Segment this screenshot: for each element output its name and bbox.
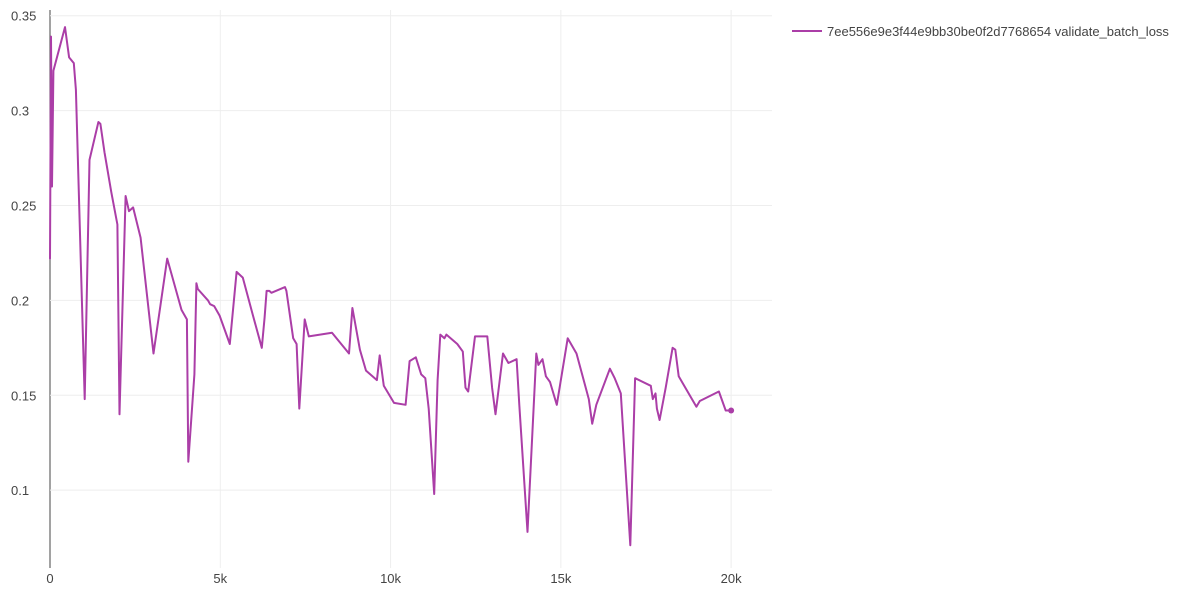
x-tick-label: 10k — [380, 571, 401, 586]
plot-area[interactable] — [49, 26, 735, 547]
y-tick-label: 0.35 — [11, 9, 36, 24]
x-grid-lines — [49, 10, 732, 568]
y-grid-lines — [50, 15, 772, 491]
series-line[interactable] — [49, 26, 733, 547]
y-tick-label: 0.2 — [11, 293, 29, 308]
series-end-point[interactable] — [728, 407, 735, 414]
x-axis-tick-labels: 0 5k 10k 15k 20k — [46, 571, 742, 586]
x-tick-label: 0 — [46, 571, 53, 586]
x-tick-label: 15k — [550, 571, 571, 586]
x-tick-label: 5k — [213, 571, 227, 586]
y-tick-label: 0.25 — [11, 198, 36, 213]
x-tick-label: 20k — [721, 571, 742, 586]
y-axis-tick-labels: 0.1 0.15 0.2 0.25 0.3 0.35 — [11, 9, 36, 498]
y-tick-label: 0.1 — [11, 483, 29, 498]
legend[interactable]: 7ee556e9e3f44e9bb30be0f2d7768654 validat… — [792, 24, 1169, 39]
y-tick-label: 0.3 — [11, 104, 29, 119]
legend-label[interactable]: 7ee556e9e3f44e9bb30be0f2d7768654 validat… — [827, 24, 1169, 39]
y-tick-label: 0.15 — [11, 388, 36, 403]
